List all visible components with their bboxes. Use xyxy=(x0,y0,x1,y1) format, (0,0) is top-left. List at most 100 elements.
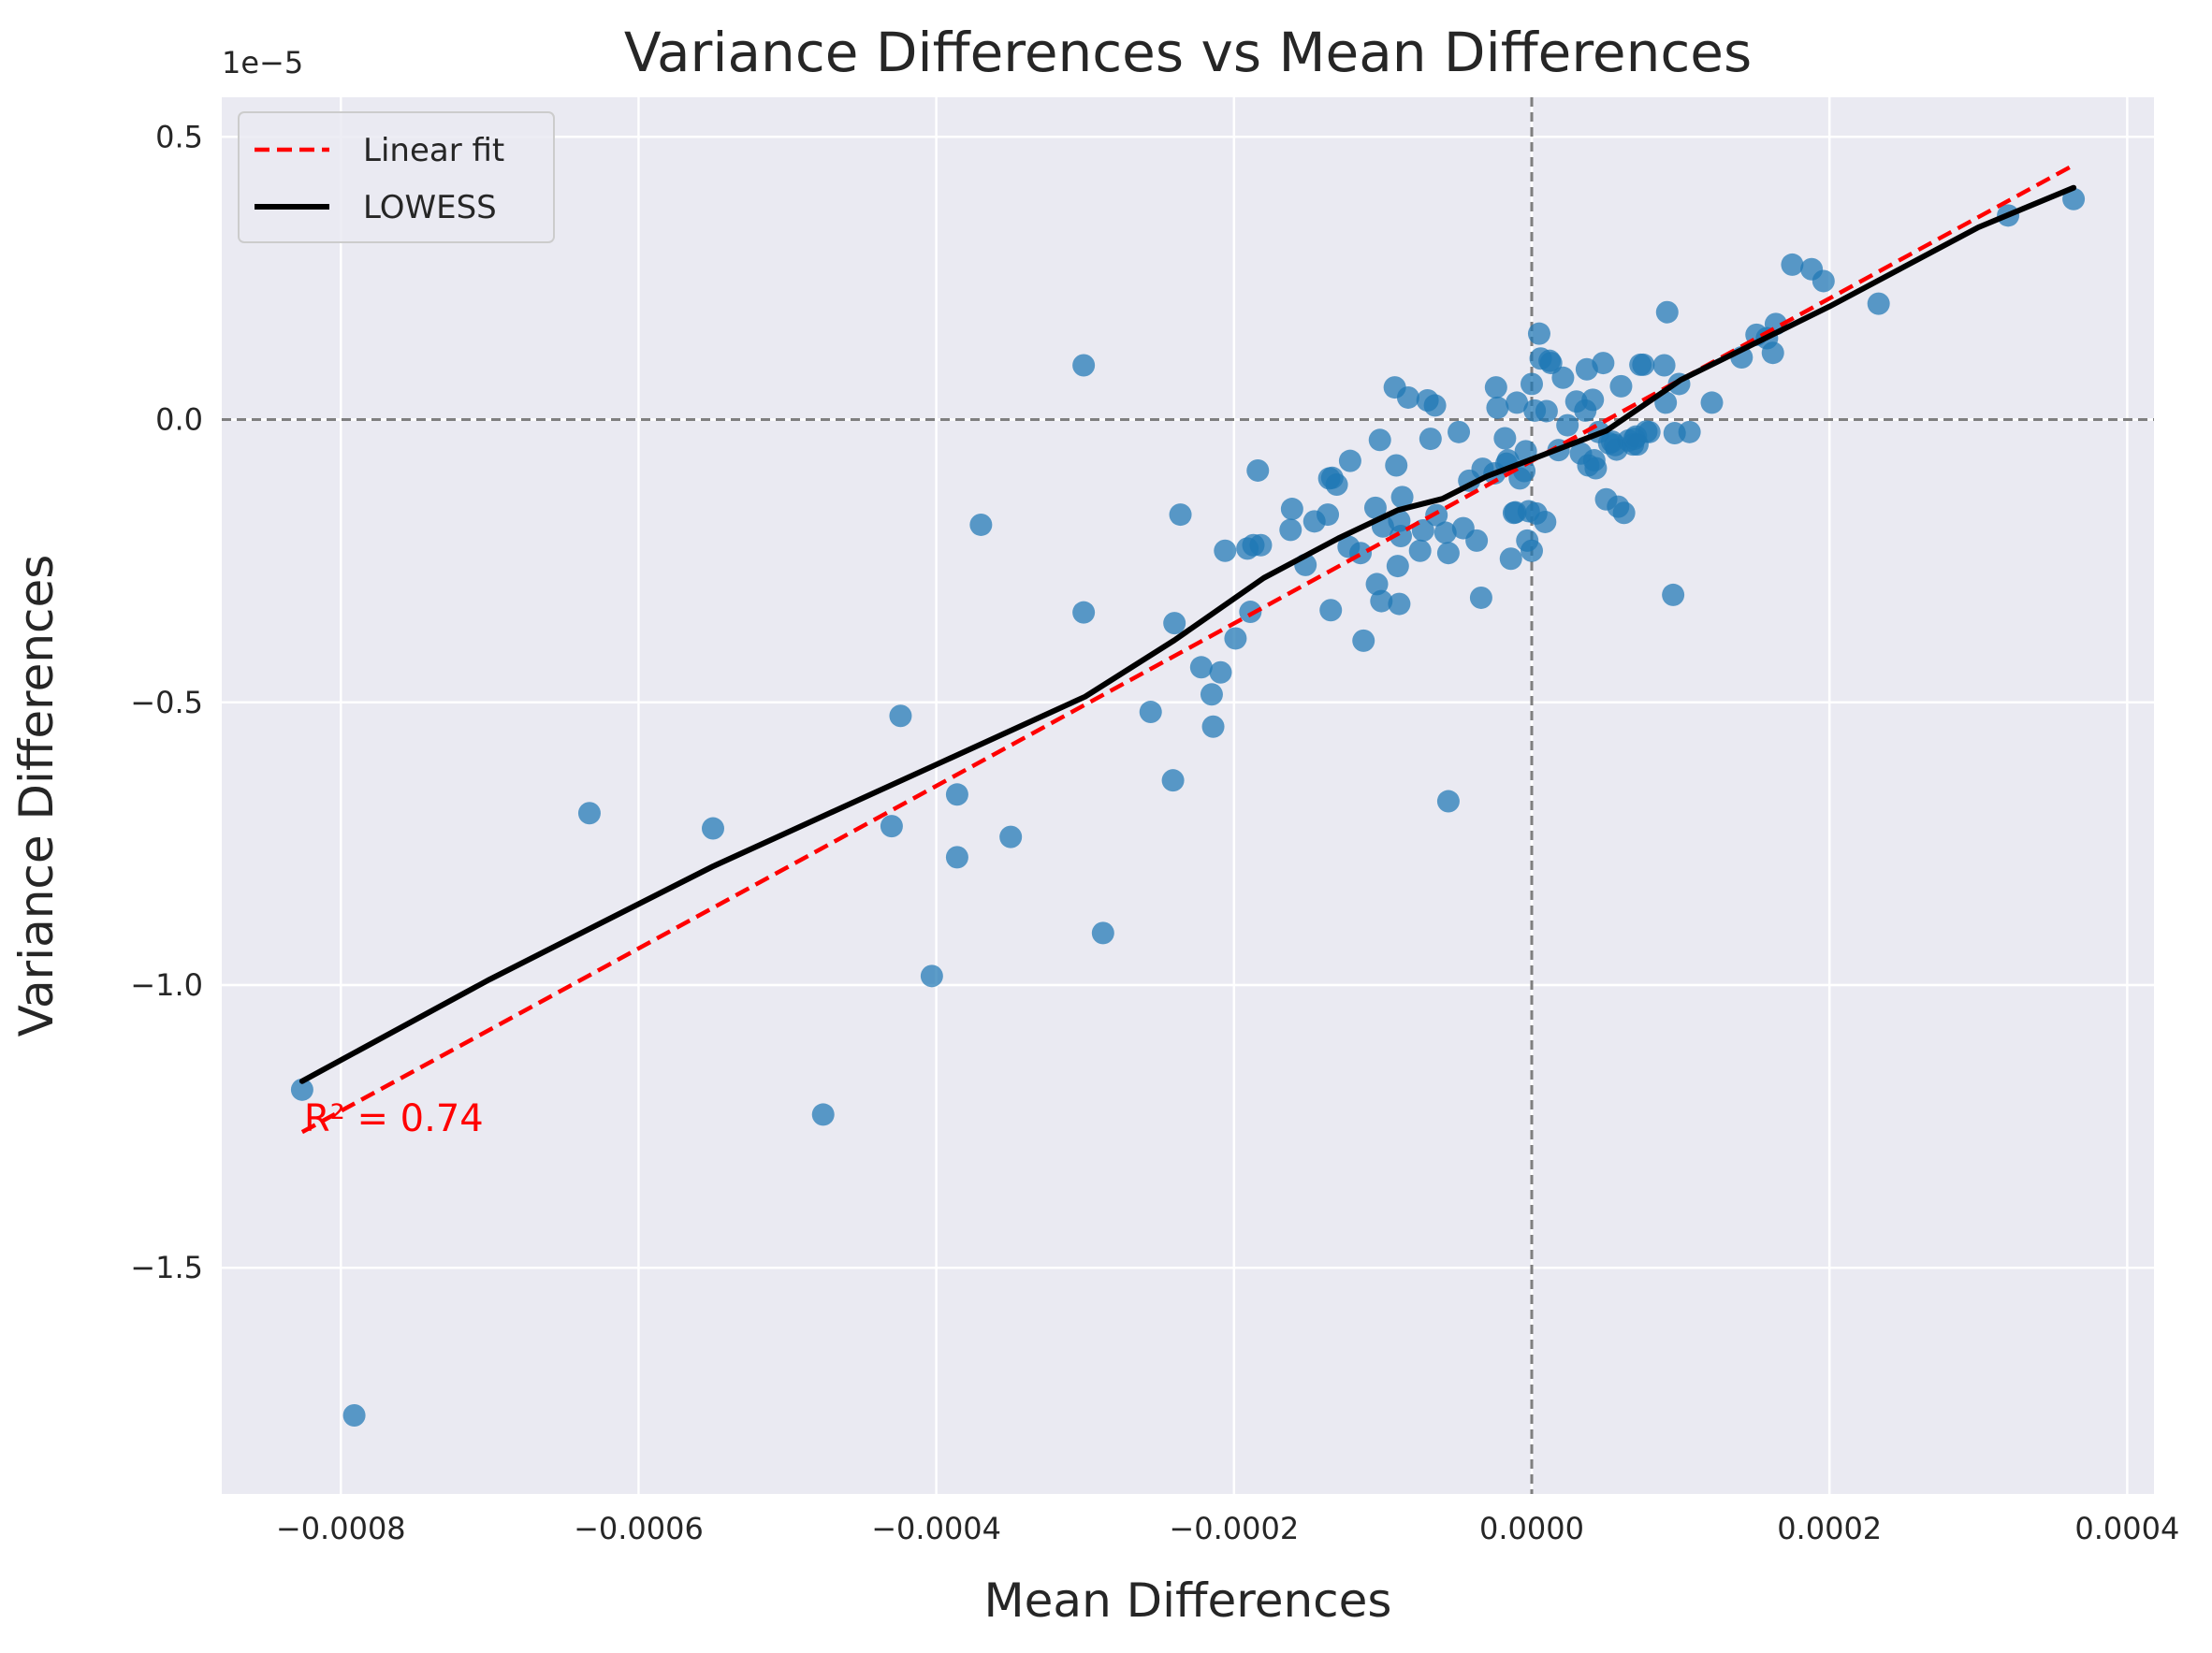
data-point xyxy=(1612,501,1636,525)
data-point xyxy=(969,513,993,536)
x-axis-title: Mean Differences xyxy=(984,1573,1392,1628)
data-point xyxy=(1423,394,1447,417)
data-point xyxy=(1781,253,1804,276)
data-point xyxy=(1609,374,1633,398)
data-point xyxy=(945,783,968,806)
x-tick-label: −0.0006 xyxy=(574,1511,704,1546)
data-point xyxy=(1352,629,1375,652)
data-point xyxy=(1662,583,1685,606)
legend-label-lowess: LOWESS xyxy=(363,189,497,226)
fit-lines xyxy=(298,163,2077,1135)
data-point xyxy=(811,1103,835,1126)
data-point xyxy=(1091,921,1114,945)
data-point xyxy=(290,1078,313,1101)
data-point xyxy=(1338,449,1361,472)
r-squared-annotation: R² = 0.74 xyxy=(304,1097,484,1140)
data-point xyxy=(1169,503,1192,527)
data-point xyxy=(577,802,601,825)
data-point xyxy=(1465,529,1489,552)
data-point xyxy=(342,1403,366,1427)
data-point xyxy=(1521,539,1543,562)
data-point xyxy=(1239,601,1262,624)
data-point xyxy=(1388,592,1411,616)
data-point xyxy=(1632,353,1655,376)
data-point xyxy=(1678,420,1701,443)
data-point xyxy=(1370,589,1393,613)
data-point xyxy=(1224,627,1247,650)
scatter-points xyxy=(290,187,2086,1427)
tick-labels: −0.0008 −0.0006 −0.0004 −0.0002 0.0000 0.0002… xyxy=(130,119,2179,1546)
data-point xyxy=(1581,388,1605,412)
data-point xyxy=(1637,420,1661,443)
data-point xyxy=(1189,656,1213,679)
data-point xyxy=(1386,555,1409,578)
data-point xyxy=(1493,427,1517,450)
data-point xyxy=(1280,498,1303,521)
data-point xyxy=(1279,518,1302,542)
data-point xyxy=(1325,473,1348,497)
data-point xyxy=(1363,496,1387,519)
data-point xyxy=(1072,354,1096,377)
x-tick-label: 0.0000 xyxy=(1479,1511,1584,1546)
data-point xyxy=(1200,683,1223,706)
data-point xyxy=(1551,366,1575,389)
data-point xyxy=(1812,269,1835,293)
data-point xyxy=(1201,715,1225,738)
y-tick-label: 0.0 xyxy=(155,402,203,438)
data-point xyxy=(1652,354,1676,377)
data-point xyxy=(1246,458,1270,482)
y-tick-label: −0.5 xyxy=(130,685,203,720)
data-point xyxy=(1249,533,1273,557)
data-point xyxy=(1534,510,1557,533)
data-point xyxy=(1867,292,1890,315)
legend-box xyxy=(238,111,555,243)
data-point xyxy=(1139,701,1162,724)
legend-label-linear-fit: Linear fit xyxy=(363,132,504,169)
data-point xyxy=(1317,503,1340,527)
data-point xyxy=(1469,586,1492,609)
data-point xyxy=(945,846,968,869)
data-point xyxy=(1385,454,1408,477)
legend: Linear fit LOWESS xyxy=(238,111,555,243)
data-point xyxy=(999,825,1023,848)
data-point xyxy=(1433,521,1457,544)
data-point xyxy=(702,817,724,840)
data-point xyxy=(1584,457,1608,480)
data-point xyxy=(1506,391,1529,414)
y-tick-label: 0.5 xyxy=(155,119,203,154)
plot-area xyxy=(222,97,2154,1494)
data-point xyxy=(1761,341,1784,365)
lowess-line xyxy=(298,184,2077,1084)
data-point xyxy=(1161,769,1185,792)
data-point xyxy=(1365,573,1389,596)
data-point xyxy=(1700,391,1724,414)
y-axis-title: Variance Differences xyxy=(9,555,64,1037)
data-point xyxy=(1436,790,1460,813)
data-point xyxy=(1486,396,1509,419)
data-point xyxy=(1655,300,1679,324)
x-tick-label: 0.0002 xyxy=(1777,1511,1882,1546)
data-point xyxy=(1214,539,1237,562)
data-point xyxy=(1390,525,1412,548)
data-point xyxy=(1448,420,1471,443)
data-point xyxy=(1163,612,1186,635)
data-point xyxy=(2062,187,2086,210)
data-point xyxy=(1556,413,1579,437)
data-point xyxy=(1408,539,1432,562)
chart-title: Variance Differences vs Mean Differences xyxy=(624,21,1752,84)
y-tick-label: −1.5 xyxy=(130,1250,203,1285)
x-tick-label: −0.0008 xyxy=(276,1511,406,1546)
data-point xyxy=(1419,428,1442,451)
data-point xyxy=(1390,486,1414,509)
data-point xyxy=(1436,542,1460,565)
data-point xyxy=(1535,399,1558,423)
data-point xyxy=(1527,322,1550,345)
data-point xyxy=(1592,352,1615,375)
data-point xyxy=(1396,385,1419,409)
y-tick-label: −1.0 xyxy=(130,967,203,1003)
data-point xyxy=(1319,599,1343,622)
data-point xyxy=(1072,601,1096,624)
data-point xyxy=(889,704,912,728)
data-point xyxy=(1499,547,1522,571)
